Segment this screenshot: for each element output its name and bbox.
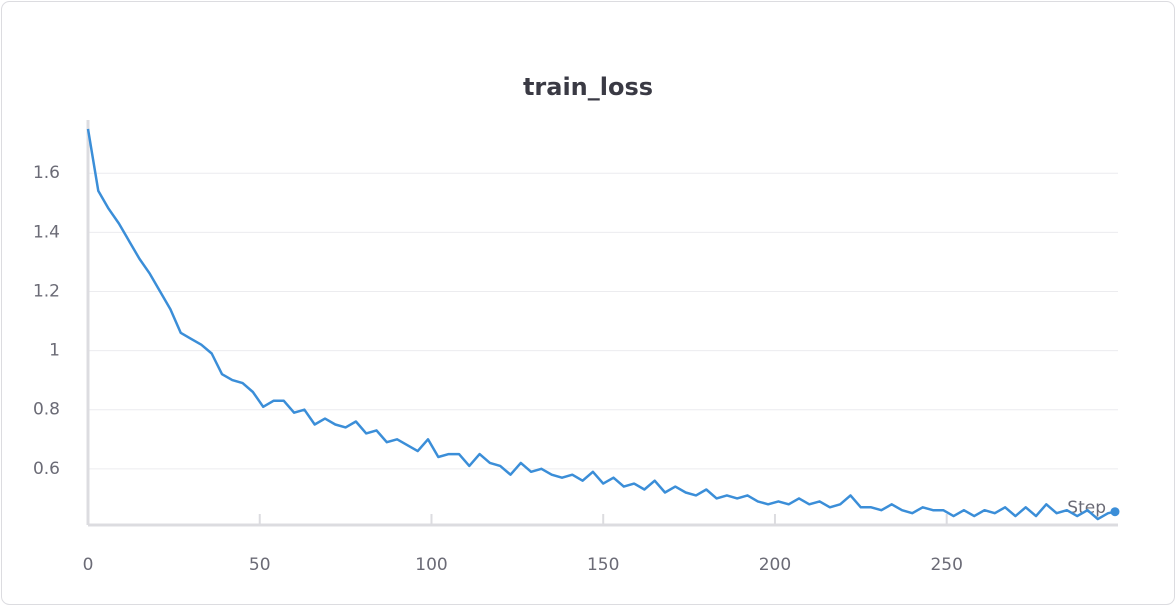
y-tick-label: 0.8 <box>33 400 60 420</box>
y-tick-label: 0.6 <box>33 459 60 479</box>
x-tick-label: 250 <box>930 555 962 575</box>
x-tick-label: 0 <box>83 555 94 575</box>
x-axis-label: Step <box>1067 498 1106 518</box>
x-tick-label: 100 <box>415 555 447 575</box>
end-point <box>1110 507 1120 517</box>
line <box>86 128 1116 521</box>
x-tick-label: 50 <box>249 555 271 575</box>
x-tick-label: 150 <box>587 555 619 575</box>
chart-title: train_loss <box>523 73 653 101</box>
y-tick-label: 1 <box>49 341 60 361</box>
y-tick-label: 1.2 <box>33 281 60 301</box>
y-tick-label: 1.4 <box>33 222 60 242</box>
y-tick-label: 1.6 <box>33 163 60 183</box>
x-tick-label: 200 <box>759 555 791 575</box>
